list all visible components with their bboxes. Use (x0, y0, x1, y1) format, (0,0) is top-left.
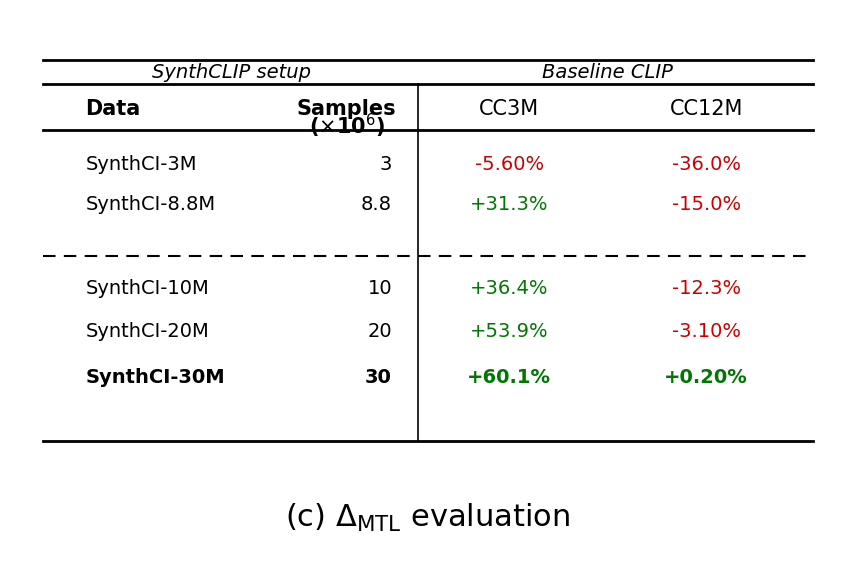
Text: SynthCI-3M: SynthCI-3M (86, 155, 197, 173)
Text: +53.9%: +53.9% (470, 322, 549, 340)
Text: ($\times$10$^6$): ($\times$10$^6$) (309, 112, 384, 139)
Text: +60.1%: +60.1% (467, 368, 551, 386)
Text: -36.0%: -36.0% (672, 155, 740, 173)
Text: (c) $\Delta_{\mathrm{MTL}}$ evaluation: (c) $\Delta_{\mathrm{MTL}}$ evaluation (285, 502, 571, 535)
Text: 3: 3 (380, 155, 392, 173)
Text: -12.3%: -12.3% (672, 279, 740, 297)
Text: CC3M: CC3M (479, 100, 539, 119)
Text: -5.60%: -5.60% (475, 155, 544, 173)
Text: +0.20%: +0.20% (664, 368, 748, 386)
Text: Baseline CLIP: Baseline CLIP (543, 63, 673, 81)
Text: +31.3%: +31.3% (470, 195, 549, 214)
Text: +36.4%: +36.4% (470, 279, 549, 297)
Text: SynthCI-10M: SynthCI-10M (86, 279, 210, 297)
Text: 20: 20 (367, 322, 392, 340)
Text: SynthCLIP setup: SynthCLIP setup (152, 63, 311, 81)
Text: 10: 10 (367, 279, 392, 297)
Text: CC12M: CC12M (669, 100, 743, 119)
Text: Data: Data (86, 100, 141, 119)
Text: 8.8: 8.8 (361, 195, 392, 214)
Text: 30: 30 (366, 368, 392, 386)
Text: SynthCI-20M: SynthCI-20M (86, 322, 210, 340)
Text: SynthCI-30M: SynthCI-30M (86, 368, 225, 386)
Text: SynthCI-8.8M: SynthCI-8.8M (86, 195, 216, 214)
Text: Samples: Samples (297, 100, 396, 119)
Text: -3.10%: -3.10% (672, 322, 740, 340)
Text: -15.0%: -15.0% (672, 195, 740, 214)
